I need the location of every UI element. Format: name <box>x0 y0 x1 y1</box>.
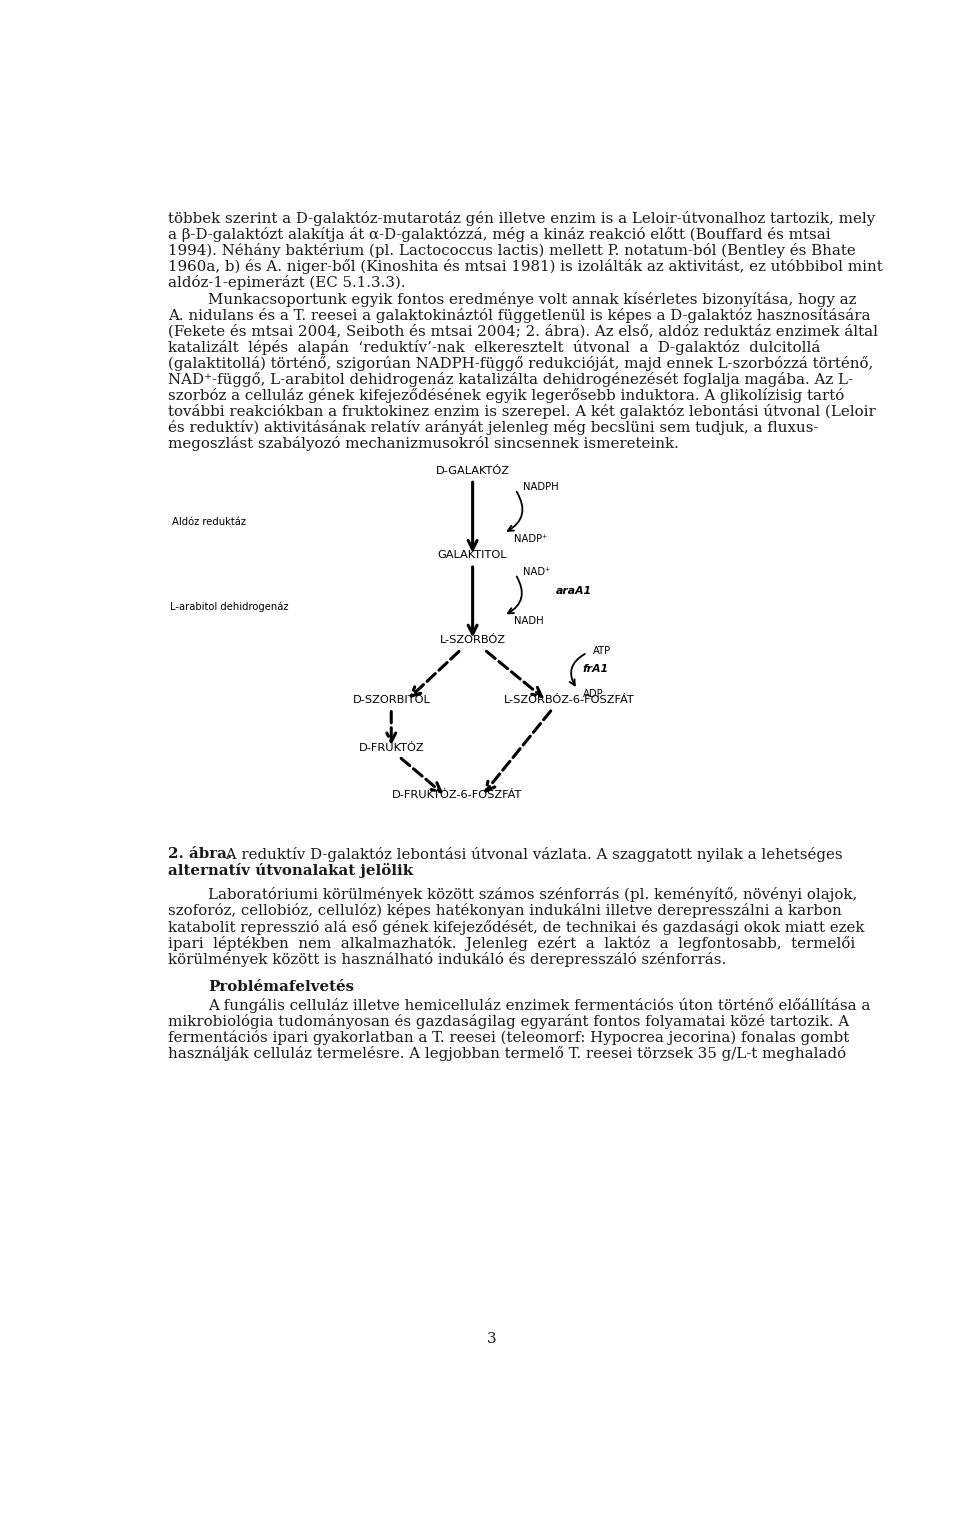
Text: Problémafelvetés: Problémafelvetés <box>208 979 354 993</box>
Text: ATP: ATP <box>592 646 611 656</box>
Text: a β-D-galaktózt alakítja át α-D-galaktózzá, még a kináz reakció előtt (Bouffard : a β-D-galaktózt alakítja át α-D-galaktóz… <box>168 227 830 243</box>
Text: 1994). Néhány baktérium (pl. Lactococcus lactis) mellett P. notatum-ból (Bentley: 1994). Néhány baktérium (pl. Lactococcus… <box>168 243 855 258</box>
Text: mikrobiológia tudományosan és gazdaságilag egyaránt fontos folyamatai közé tarto: mikrobiológia tudományosan és gazdaságil… <box>168 1014 850 1028</box>
Text: katalizált  lépés  alapán  ‘reduktív’-nak  elkeresztelt  útvonal  a  D-galaktóz : katalizált lépés alapán ‘reduktív’-nak e… <box>168 340 821 355</box>
Text: alternatív útvonalakat jelölik: alternatív útvonalakat jelölik <box>168 862 413 878</box>
Text: A. nidulans és a T. reesei a galaktokináztól függetlenül is képes a D-galaktóz h: A. nidulans és a T. reesei a galaktokiná… <box>168 309 871 323</box>
Text: L-arabitol dehidrogenáz: L-arabitol dehidrogenáz <box>170 601 288 612</box>
Text: GALAKTITOL: GALAKTITOL <box>438 550 508 559</box>
Text: aldóz-1-epimerázt (EC 5.1.3.3).: aldóz-1-epimerázt (EC 5.1.3.3). <box>168 275 405 290</box>
Text: szoforóz, cellobióz, cellulóz) képes hatékonyan indukálni illetve derepresszálni: szoforóz, cellobióz, cellulóz) képes hat… <box>168 904 842 919</box>
Text: ADP: ADP <box>583 689 603 699</box>
Text: NAD⁺-függő, L-arabitol dehidrogenáz katalizálta dehidrogénezését foglalja magába: NAD⁺-függő, L-arabitol dehidrogenáz kata… <box>168 372 853 387</box>
Text: 2. ábra.: 2. ábra. <box>168 847 232 861</box>
Text: ipari  léptékben  nem  alkalmazhatók.  Jelenleg  ezért  a  laktóz  a  legfontosa: ipari léptékben nem alkalmazhatók. Jelen… <box>168 936 855 950</box>
Text: Laboratóriumi körülmények között számos szénforrás (pl. keményítő, növényi olajo: Laboratóriumi körülmények között számos … <box>208 887 857 902</box>
Text: L-SZORBÓZ: L-SZORBÓZ <box>440 635 506 646</box>
Text: D-FRUKTÓZ-6-FOSZFÁT: D-FRUKTÓZ-6-FOSZFÁT <box>392 790 522 801</box>
Text: Munkacsoportunk egyik fontos eredménye volt annak kísérletes bizonyítása, hogy a: Munkacsoportunk egyik fontos eredménye v… <box>208 292 857 307</box>
Text: D-FRUKTÓZ: D-FRUKTÓZ <box>358 742 424 753</box>
Text: A reduktív D-galaktóz lebontási útvonal vázlata. A szaggatott nyilak a lehetsége: A reduktív D-galaktóz lebontási útvonal … <box>221 847 842 862</box>
Text: fermentációs ipari gyakorlatban a T. reesei (teleomorf: Hypocrea jecorina) fonal: fermentációs ipari gyakorlatban a T. ree… <box>168 1030 850 1045</box>
Text: megoszlást szabályozó mechanizmusokról sincsennek ismereteink.: megoszlást szabályozó mechanizmusokról s… <box>168 437 679 452</box>
Text: többek szerint a D-galaktóz-mutarotáz gén illetve enzim is a Leloir-útvonalhoz t: többek szerint a D-galaktóz-mutarotáz gé… <box>168 212 876 226</box>
Text: 1960a, b) és A. niger-ből (Kinoshita és mtsai 1981) is izolálták az aktivitást, : 1960a, b) és A. niger-ből (Kinoshita és … <box>168 260 883 275</box>
Text: 3: 3 <box>487 1333 497 1346</box>
Text: D-SZORBITOL: D-SZORBITOL <box>352 695 430 705</box>
Text: további reakciókban a fruktokinez enzim is szerepel. A két galaktóz lebontási út: további reakciókban a fruktokinez enzim … <box>168 404 876 420</box>
Text: körülmények között is használható indukáló és derepresszáló szénforrás.: körülmények között is használható induká… <box>168 951 727 967</box>
Text: L-SZORBÓZ-6-FOSZFÁT: L-SZORBÓZ-6-FOSZFÁT <box>504 695 635 705</box>
Text: katabolit represszió alá eső gének kifejeződését, de technikai és gazdasági okok: katabolit represszió alá eső gének kifej… <box>168 919 865 934</box>
Text: NADH: NADH <box>514 616 543 626</box>
Text: NADP⁺: NADP⁺ <box>514 533 547 544</box>
Text: frA1: frA1 <box>583 664 609 673</box>
Text: használják celluláz termelésre. A legjobban termelő T. reesei törzsek 35 g/L-t m: használják celluláz termelésre. A legjob… <box>168 1047 846 1061</box>
Text: A fungális celluláz illetve hemicelluláz enzimek fermentációs úton történő előál: A fungális celluláz illetve hemicelluláz… <box>208 998 871 1013</box>
Text: NAD⁺: NAD⁺ <box>523 567 550 576</box>
Text: (galaktitollá) történő, szigorúan NADPH-függő redukcióját, majd ennek L-szorbózz: (galaktitollá) történő, szigorúan NADPH-… <box>168 357 874 372</box>
Text: szorbóz a celluláz gének kifejeződésének egyik legerősebb induktora. A glikolízi: szorbóz a celluláz gének kifejeződésének… <box>168 389 844 403</box>
Text: NADPH: NADPH <box>523 483 559 492</box>
Text: D-GALAKTÓZ: D-GALAKTÓZ <box>436 466 510 475</box>
Text: Aldóz reduktáz: Aldóz reduktáz <box>172 516 246 527</box>
Text: araA1: araA1 <box>556 586 591 596</box>
Text: és reduktív) aktivitásának relatív arányát jelenleg még becslüni sem tudjuk, a f: és reduktív) aktivitásának relatív arány… <box>168 420 819 435</box>
Text: (Fekete és mtsai 2004, Seiboth és mtsai 2004; 2. ábra). Az első, aldóz reduktáz : (Fekete és mtsai 2004, Seiboth és mtsai … <box>168 324 878 338</box>
